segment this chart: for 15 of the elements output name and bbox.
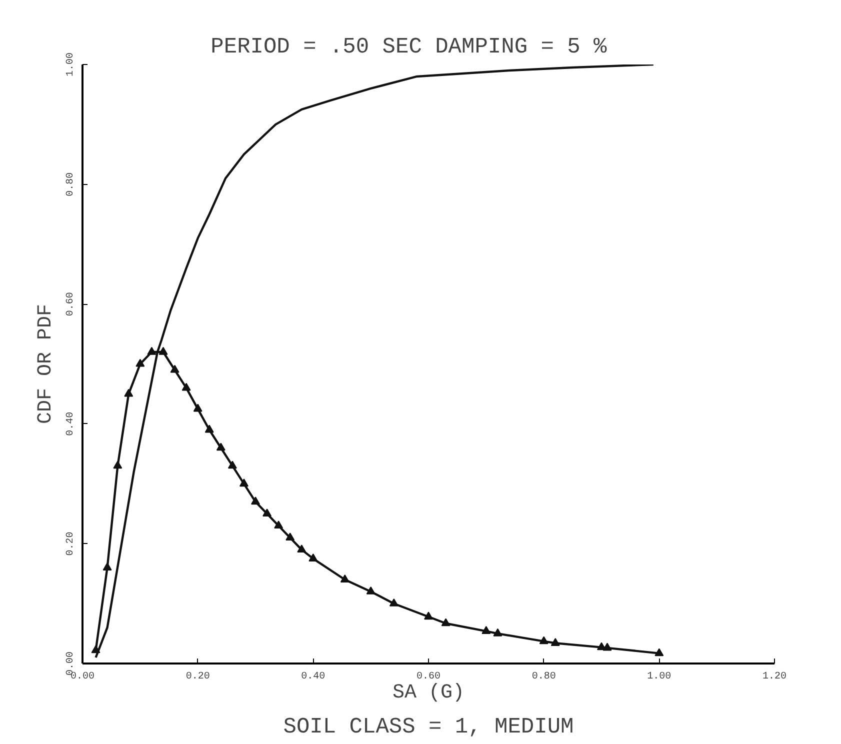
x-tick-label: 1.20 (762, 672, 787, 682)
x-tick-label: 0.40 (301, 672, 326, 682)
y-tick-label: 0.80 (66, 172, 76, 196)
x-tick-label: 1.00 (647, 672, 672, 682)
y-axis-title: CDF OR PDF (34, 304, 58, 424)
x-tick-label: 0.80 (532, 672, 556, 682)
text: SOIL CLASS = 1, MEDIUM (283, 714, 574, 740)
y-tick-label: 0.20 (66, 532, 76, 556)
x-axis-title: SA (G) (392, 682, 465, 704)
y-tick-label: 0.40 (66, 412, 76, 436)
x-tick-label: 0.60 (416, 672, 441, 682)
chart-title: PERIOD = .50 SEC DAMPING = 5 % (210, 34, 608, 60)
y-tick-label: 1.00 (66, 52, 76, 76)
y-tick-label: 0.60 (66, 292, 76, 316)
x-tick-label: 0.20 (186, 672, 210, 682)
